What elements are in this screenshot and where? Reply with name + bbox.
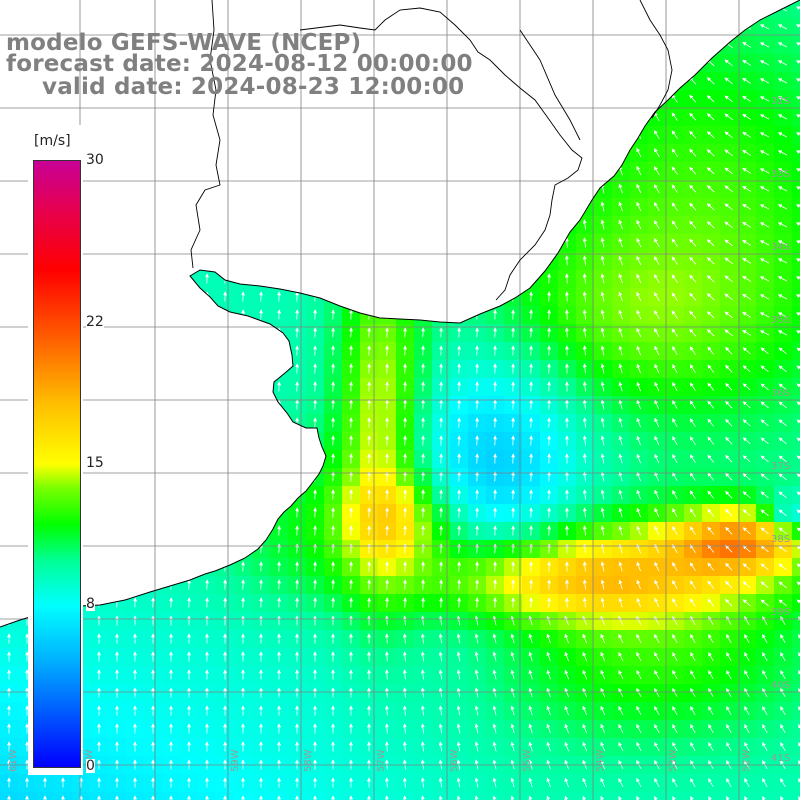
field-cell xyxy=(684,792,703,800)
field-cell xyxy=(792,270,800,289)
field-cell xyxy=(792,648,800,667)
colorbar-tick-label: 0 xyxy=(86,758,95,774)
valid-date: valid date: 2024-08-23 12:00:00 xyxy=(42,74,465,100)
field-cell xyxy=(792,54,800,73)
field-cell xyxy=(432,792,451,800)
field-cell xyxy=(630,792,649,800)
field-cell xyxy=(612,792,631,800)
colorbar-tick-label: 8 xyxy=(86,596,95,613)
field-cell xyxy=(792,378,800,397)
field-cell xyxy=(792,180,800,199)
lat-label: 33S xyxy=(771,169,791,180)
field-cell xyxy=(792,306,800,325)
field-cell xyxy=(792,558,800,577)
field-cell xyxy=(522,792,541,800)
field-cell xyxy=(792,792,800,800)
lon-label: 52W xyxy=(741,749,752,772)
field-cell xyxy=(792,486,800,505)
lon-label: 58W xyxy=(303,749,314,772)
field-cell xyxy=(792,216,800,235)
lon-label: 61W xyxy=(8,749,19,772)
field-cell xyxy=(792,576,800,595)
lon-label: 57W xyxy=(376,749,387,772)
lat-label: 38S xyxy=(771,534,791,545)
field-cell xyxy=(396,792,415,800)
field-cell xyxy=(792,18,800,37)
field-cell xyxy=(792,468,800,487)
field-cell xyxy=(414,792,433,800)
field-cell xyxy=(792,720,800,739)
field-cell xyxy=(450,792,469,800)
field-cell xyxy=(792,252,800,271)
field-cell xyxy=(594,792,613,800)
field-cell xyxy=(792,522,800,541)
field-cell xyxy=(792,162,800,181)
lon-label: 53W xyxy=(668,749,679,772)
field-cell xyxy=(792,702,800,721)
field-cell xyxy=(648,792,667,800)
field-cell xyxy=(792,198,800,217)
field-cell xyxy=(792,396,800,415)
field-cell xyxy=(720,792,739,800)
field-cell xyxy=(792,342,800,361)
field-cell xyxy=(486,792,505,800)
field-cell xyxy=(792,72,800,91)
field-cell xyxy=(792,540,800,559)
field-cell xyxy=(792,144,800,163)
lon-label: 59W xyxy=(230,749,241,772)
lat-label: 40S xyxy=(771,680,791,691)
forecast-date: forecast date: 2024-08-12 00:00:00 xyxy=(6,51,473,77)
field-cell xyxy=(540,792,559,800)
colorbar-tick-label: 22 xyxy=(86,313,104,330)
lat-label: 34S xyxy=(771,242,791,253)
field-cell xyxy=(558,792,577,800)
field-cell xyxy=(792,36,800,55)
field-cell xyxy=(792,630,800,649)
field-cell xyxy=(792,504,800,523)
field-cell xyxy=(576,792,595,800)
field-cell xyxy=(756,792,775,800)
lat-label: 41S xyxy=(771,753,791,764)
lon-label: 54W xyxy=(595,749,606,772)
field-cell xyxy=(702,792,721,800)
lat-label: 32S xyxy=(771,96,791,107)
field-cell xyxy=(666,792,685,800)
field-cell xyxy=(792,288,800,307)
field-cell xyxy=(792,90,800,109)
colorbar-unit: [m/s] xyxy=(33,133,72,149)
lat-label: 36S xyxy=(771,388,791,399)
lat-label: 37S xyxy=(771,461,791,472)
lon-label: 56W xyxy=(449,749,460,772)
field-cell xyxy=(792,738,800,757)
field-cell xyxy=(792,774,800,793)
field-cell xyxy=(792,126,800,145)
field-cell xyxy=(792,684,800,703)
lon-label: 55W xyxy=(522,749,533,772)
colorbar-tick-label: 15 xyxy=(86,455,104,471)
field-cell xyxy=(792,108,800,127)
field-cell xyxy=(738,792,757,800)
field-cell xyxy=(792,234,800,253)
field-cell xyxy=(792,666,800,685)
field-cell xyxy=(792,360,800,379)
colorbar xyxy=(33,160,81,768)
field-cell xyxy=(792,594,800,613)
lat-label: 35S xyxy=(771,315,791,326)
field-cell xyxy=(774,792,793,800)
field-cell xyxy=(792,432,800,451)
field-cell xyxy=(792,414,800,433)
field-cell xyxy=(468,792,487,800)
field-cell xyxy=(792,612,800,631)
lat-label: 39S xyxy=(771,607,791,618)
colorbar-tick-label: 30 xyxy=(86,152,104,168)
field-cell xyxy=(792,450,800,469)
